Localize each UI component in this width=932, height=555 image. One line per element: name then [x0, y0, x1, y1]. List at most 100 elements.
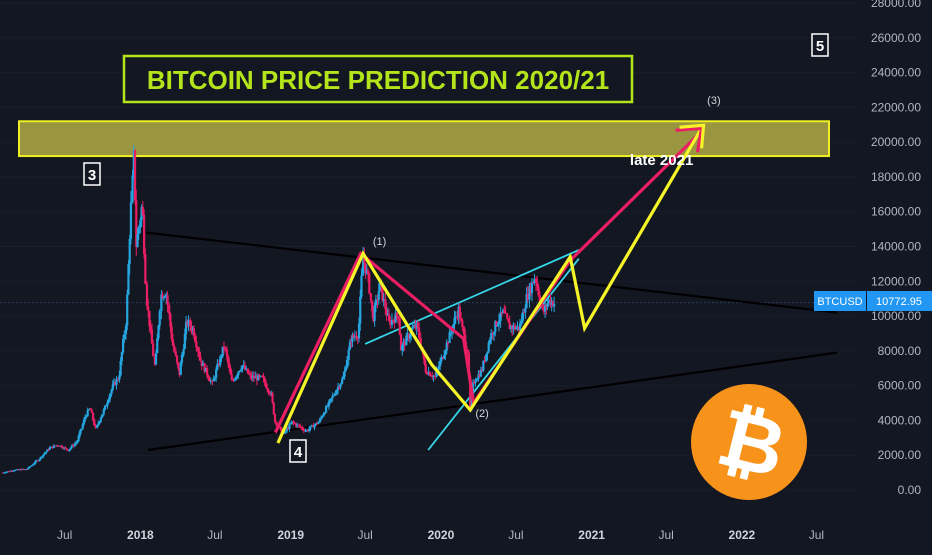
candle: [403, 338, 406, 352]
y-tick-label: 4000.00: [878, 413, 922, 427]
candle-body: [46, 449, 49, 452]
candle: [384, 292, 387, 316]
candle: [427, 366, 430, 376]
candle: [393, 316, 396, 329]
candle-body: [76, 441, 79, 443]
candle: [377, 282, 380, 305]
candle-body: [139, 220, 142, 228]
candle: [331, 392, 334, 402]
candle: [102, 407, 105, 417]
candle: [47, 448, 50, 452]
candle-body: [551, 301, 555, 307]
candle-body: [67, 449, 70, 451]
candle: [440, 354, 443, 365]
candle: [267, 388, 270, 396]
candle: [114, 380, 117, 386]
candle: [64, 446, 67, 449]
candle: [228, 358, 231, 372]
candle: [385, 302, 388, 322]
candle-body: [419, 338, 422, 347]
candle-body: [271, 393, 274, 403]
candle-body: [450, 331, 454, 333]
candle-body: [196, 347, 200, 352]
candle: [271, 391, 274, 404]
candle: [411, 321, 414, 331]
candle-body: [542, 307, 545, 312]
candle: [139, 217, 142, 234]
candle: [222, 341, 226, 354]
y-tick-label: 14000.00: [871, 240, 921, 254]
candle: [336, 382, 340, 395]
candle-body: [385, 309, 388, 316]
candle: [171, 333, 175, 347]
candle-body: [423, 355, 426, 365]
candle: [374, 294, 377, 313]
candle: [160, 290, 163, 320]
candle-body: [454, 316, 457, 318]
price-tag[interactable]: BTCUSD 10772.95: [814, 291, 932, 311]
candle: [474, 377, 477, 387]
candle-body: [441, 356, 445, 359]
candle-body: [402, 341, 405, 346]
candle: [381, 286, 384, 303]
candle-body: [59, 445, 62, 447]
candle: [415, 321, 418, 336]
candle: [308, 426, 311, 433]
candle-body: [327, 401, 331, 407]
candle-body: [509, 326, 513, 330]
candle: [503, 304, 506, 314]
candle-body: [431, 376, 434, 378]
candle: [208, 376, 211, 382]
candle: [91, 412, 95, 422]
candle-body: [351, 334, 354, 342]
candle: [324, 404, 328, 414]
candle-body: [263, 378, 266, 383]
y-axis[interactable]: 0.00 2000.00 4000.00 6000.00 8000.00 10000.00…: [871, 0, 921, 497]
candle-body: [414, 325, 417, 329]
candle-body: [89, 408, 92, 410]
candle: [485, 354, 488, 363]
candle: [504, 306, 507, 314]
candle-body: [382, 299, 385, 301]
candle-body: [40, 456, 44, 458]
y-tick-label: 8000.00: [878, 344, 922, 358]
candle-body: [345, 359, 349, 369]
candle-body: [141, 206, 144, 215]
candle: [296, 422, 299, 429]
candle-body: [329, 399, 332, 402]
box-label-4: 4: [289, 439, 307, 463]
candle-body: [371, 300, 374, 312]
candle: [352, 333, 355, 339]
candle: [491, 330, 494, 340]
box-label-3-text: 3: [88, 167, 96, 184]
candle: [533, 274, 536, 286]
candle: [297, 424, 301, 429]
x-axis[interactable]: Jul 2018 Jul 2019 Jul 2020 Jul 2021 Jul 2022 Jul: [57, 528, 824, 542]
candle: [229, 364, 232, 375]
candle-body: [373, 305, 376, 321]
candle-body: [266, 387, 269, 390]
candle-body: [147, 306, 150, 311]
candle: [133, 149, 137, 205]
candle-body: [86, 409, 89, 417]
candle-body: [187, 320, 190, 325]
candle-body: [513, 325, 517, 330]
candle: [270, 390, 273, 397]
candle: [27, 466, 30, 470]
candle: [84, 413, 87, 422]
candle-body: [342, 376, 345, 379]
candle-body: [54, 445, 57, 447]
candle-body: [502, 309, 505, 314]
candle: [252, 371, 256, 382]
candle-body: [43, 453, 46, 455]
candle-body: [547, 299, 550, 304]
candle: [382, 292, 385, 307]
wave-label-3: (3): [707, 95, 720, 107]
candle: [263, 375, 266, 387]
candle-body: [96, 424, 99, 428]
candle-body: [165, 295, 168, 297]
candle: [494, 320, 497, 337]
candle: [173, 343, 176, 353]
